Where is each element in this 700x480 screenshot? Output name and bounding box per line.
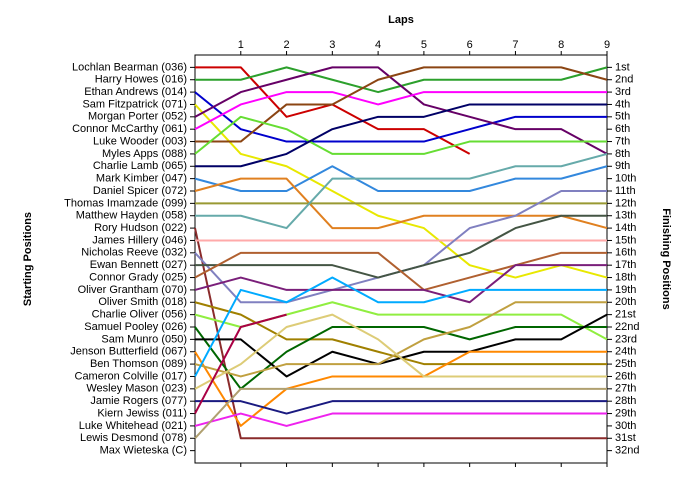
series-line [194,66,608,155]
legend-label: Daniel Spicer (072) [93,185,187,197]
x-tick-label: 2 [283,39,289,51]
y2-tick-label: 30th [615,420,636,432]
legend-label: Nicholas Reeve (032) [81,247,187,259]
legend-label: Samuel Pooley (026) [84,321,187,333]
legend-label: Lochlan Bearman (036) [72,61,187,73]
y2-tick-label: 24th [615,346,636,358]
y2-tick-label: 6th [615,123,630,135]
y2-tick-label: 11th [615,185,636,197]
legend-label: Wesley Mason (023) [86,383,187,395]
y2-tick-label: 2nd [615,74,633,86]
y2-tick-label: 21st [615,309,636,321]
legend-label: Oliver Grantham (070) [78,284,187,296]
legend-label: Matthew Hayden (058) [76,210,187,222]
legend-label: Charlie Oliver (056) [92,309,187,321]
legend-label: Mark Kimber (047) [96,173,187,185]
y2-tick-label: 31st [615,432,636,444]
y2-tick-label: 19th [615,284,636,296]
y2-tick-label: 17th [615,259,636,271]
x-tick-label: 5 [421,39,427,51]
y2-tick-label: 3rd [615,86,631,98]
series-line [194,387,607,439]
chart-title: Laps [388,14,414,26]
legend-label: Rory Hudson (022) [94,222,187,234]
x-tick-label: 9 [604,39,610,51]
y2-tick-label: 27th [615,383,636,395]
series-line [195,152,608,230]
y2-tick-label: 8th [615,148,630,160]
series-line [194,301,607,378]
legend-label: Oliver Smith (018) [98,296,187,308]
legend-label: James Hillery (046) [92,234,187,246]
y2-tick-label: 14th [615,222,636,234]
y2-tick-label: 23rd [615,333,637,345]
y2-tick-label: 26th [615,370,636,382]
series-line [194,165,608,192]
x-tick-label: 4 [375,39,381,51]
y2-tick-label: 29th [615,407,636,419]
y2-tick-label: 13th [615,210,636,222]
legend-label: Jamie Rogers (077) [90,395,187,407]
legend-label: Ben Thomson (089) [90,358,187,370]
y2-tick-label: 5th [615,111,630,123]
y2-tick-label: 20th [615,296,636,308]
legend-label: Sam Fitzpatrick (071) [82,98,187,110]
series-line [194,276,607,377]
legend-label: Connor Grady (025) [89,271,187,283]
legend-label: Cameron Colville (017) [75,370,188,382]
legend-label: Lewis Desmond (078) [80,432,187,444]
x-tick-label: 8 [558,39,564,51]
legend-label: Ewan Bennett (027) [90,259,187,271]
legend-label: Ethan Andrews (014) [84,86,187,98]
y2-tick-label: 16th [615,247,636,259]
series-line [194,91,607,143]
series-line [195,103,607,168]
y2-tick-label: 25th [615,358,636,370]
legend-label: Sam Munro (050) [101,333,187,345]
series-line [195,400,607,415]
series-line [194,313,287,415]
y-axis-label: Starting Positions [22,212,34,306]
x-tick-label: 3 [329,39,335,51]
legend-label: Morgan Porter (052) [88,111,187,123]
series-line [194,264,607,304]
y2-tick-label: 28th [615,395,636,407]
y2-tick-label: 1st [615,61,630,73]
legend-label: Jenson Butterfield (067) [70,346,187,358]
y2-tick-label: 9th [615,160,630,172]
series-line [194,177,608,230]
y2-tick-label: 32nd [615,445,639,457]
y2-tick-label: 4th [615,98,630,110]
y2-tick-label: 12th [615,197,636,209]
y2-axis-label: Finishing Positions [660,208,672,309]
series-line [194,412,607,427]
legend-label: Harry Howes (016) [95,74,187,86]
series-line [194,227,607,440]
y2-tick-label: 22nd [615,321,639,333]
legend-label: Max Wieteska (C) [100,445,187,457]
legend-label: Kiern Jewiss (011) [97,407,187,419]
y2-tick-label: 7th [615,135,630,147]
legend-label: Charlie Lamb (065) [93,160,187,172]
series-line [194,251,607,291]
legend-label: Connor McCarthy (061) [72,123,187,135]
x-tick-label: 6 [467,39,473,51]
legend-label: Myles Apps (088) [102,148,187,160]
y2-tick-label: 18th [615,271,636,283]
x-tick-label: 1 [238,39,244,51]
legend-label: Luke Whitehead (021) [79,420,187,432]
legend-label: Luke Wooder (003) [93,135,187,147]
x-tick-label: 7 [512,39,518,51]
y2-tick-label: 15th [615,234,636,246]
series-line [194,313,607,390]
legend-label: Thomas Imamzade (099) [64,197,187,209]
series-line [194,115,607,155]
series-line [194,91,607,131]
y2-tick-label: 10th [615,173,636,185]
